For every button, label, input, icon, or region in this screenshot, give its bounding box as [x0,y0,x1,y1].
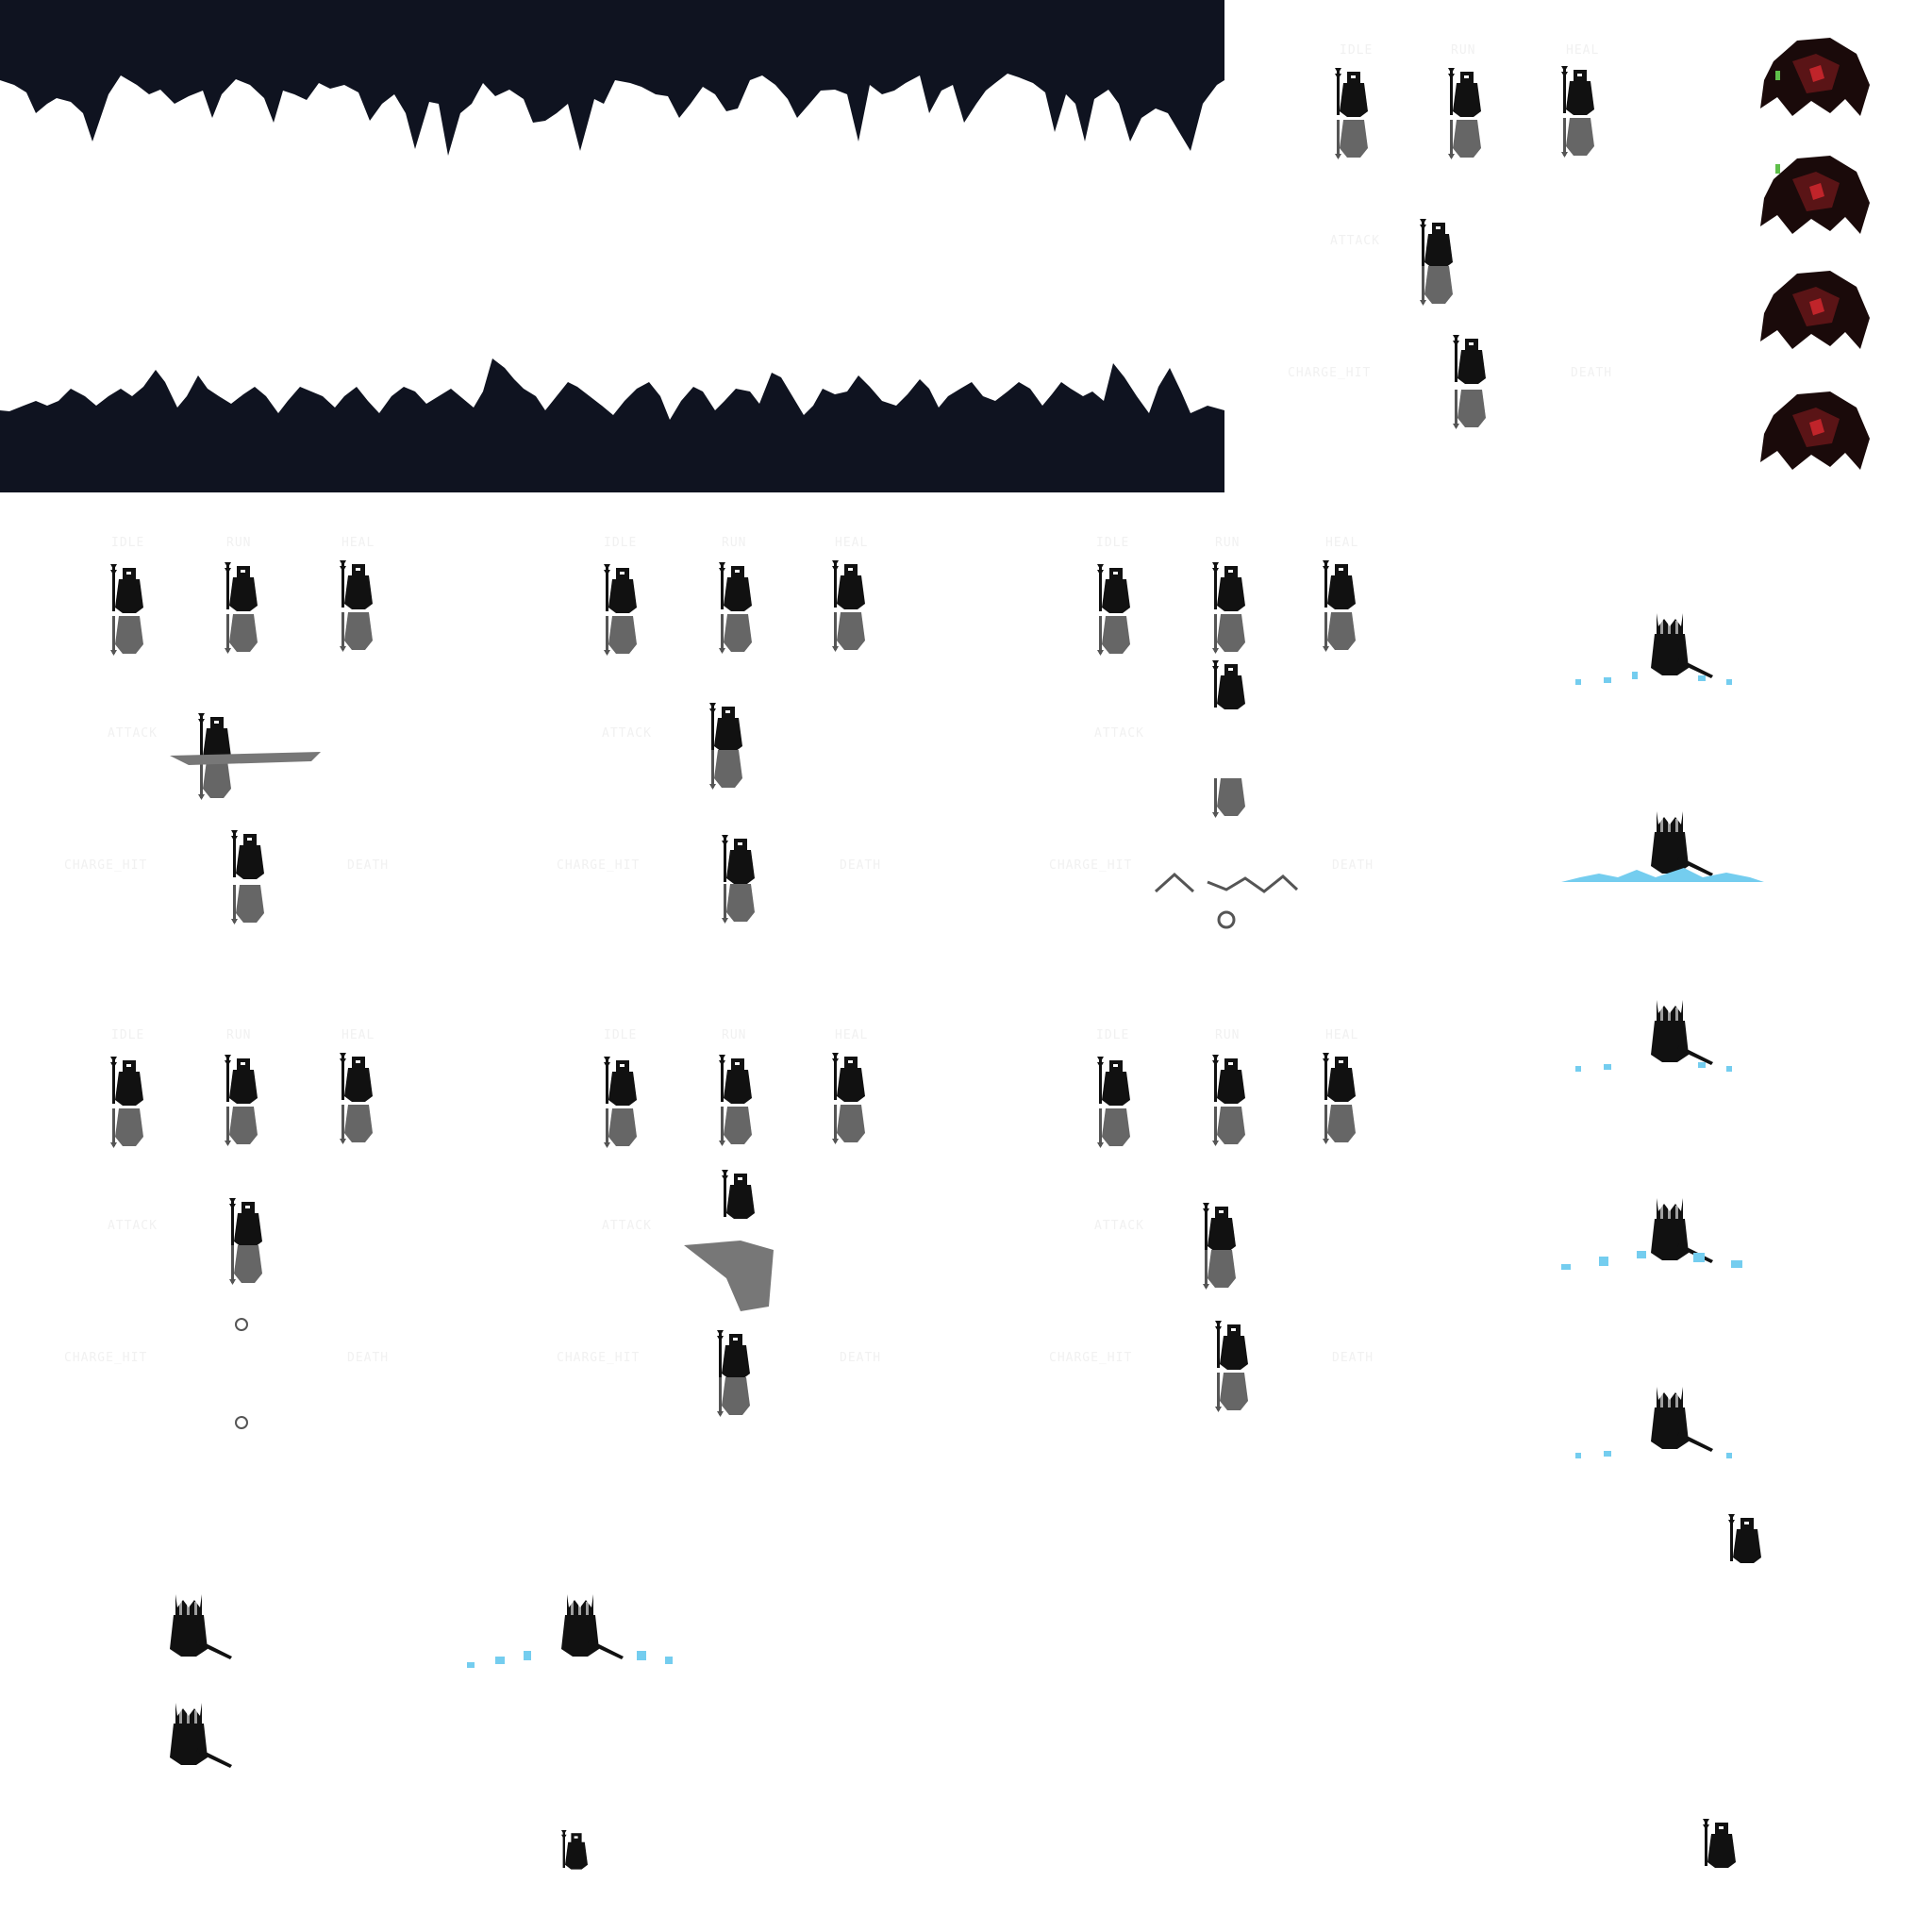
run-sprite [719,1055,752,1146]
cave-background [0,0,1224,492]
label-attack: ATTACK [1094,1219,1144,1233]
label-run: RUN [1215,1028,1241,1042]
run-sprite [225,562,258,654]
label-idle: IDLE [604,1028,638,1042]
king-ice-frame-1 [1575,613,1732,685]
heal-sprite [1561,66,1594,158]
label-death: DEATH [1571,366,1613,380]
attack-sprite [709,703,742,790]
label-attack: ATTACK [602,726,652,741]
label-attack: ATTACK [1330,234,1380,248]
label-charge-hit: CHARGE_HIT [557,858,641,873]
run-sprite [1448,68,1481,159]
label-attack: ATTACK [108,1219,158,1233]
label-attack: ATTACK [1094,726,1144,741]
heal-sprite [832,560,865,652]
label-run: RUN [1215,536,1241,550]
label-heal: HEAL [835,1028,869,1042]
king-ice-frame-2 [1561,811,1764,882]
label-idle: IDLE [1340,43,1374,58]
label-death: DEATH [1332,1351,1374,1365]
label-charge-hit: CHARGE_HIT [1049,858,1133,873]
attack-shadow [1212,778,1245,818]
label-attack: ATTACK [108,726,158,741]
attack-sprite [722,1170,755,1219]
cave-ceiling [0,0,1224,156]
run-sprite [225,1055,258,1146]
attack-sprite [229,1198,262,1285]
label-idle: IDLE [1096,1028,1130,1042]
death-effect [1154,872,1299,929]
label-idle: IDLE [604,536,638,550]
attack-sprite [1203,1203,1236,1290]
label-heal: HEAL [1325,536,1359,550]
label-charge-hit: CHARGE_HIT [1288,366,1372,380]
cave-floor [0,358,1224,492]
reaper-small-sprite [561,1830,588,1870]
idle-sprite [1097,564,1130,656]
label-idle: IDLE [1096,536,1130,550]
skull-icon [235,1416,248,1429]
charge-hit-sprite [231,830,264,924]
boss-frame-2 [1760,156,1870,234]
label-charge-hit: CHARGE_HIT [64,1351,148,1365]
king-sprite [170,1594,232,1659]
king-ice-sprite [467,1594,673,1668]
label-run: RUN [722,1028,747,1042]
label-heal: HEAL [835,536,869,550]
label-idle: IDLE [111,536,145,550]
idle-sprite [1097,1057,1130,1148]
idle-sprite [604,564,637,656]
charge-hit-sprite [1453,335,1486,429]
heal-sprite [1323,1053,1356,1144]
label-run: RUN [226,536,252,550]
label-run: RUN [722,536,747,550]
run-sprite [719,562,752,654]
label-heal: HEAL [1325,1028,1359,1042]
heal-sprite [832,1053,865,1144]
label-idle: IDLE [111,1028,145,1042]
label-death: DEATH [840,1351,882,1365]
charge-hit-sprite [722,835,755,924]
heal-sprite [1323,560,1356,652]
label-death: DEATH [840,858,882,873]
king-sprite [170,1703,232,1768]
label-charge-hit: CHARGE_HIT [1049,1351,1133,1365]
king-ice-frame-4 [1561,1198,1742,1270]
label-heal: HEAL [341,536,375,550]
idle-sprite [110,1057,143,1148]
idle-sprite [110,564,143,656]
charge-hit-sprite [717,1330,750,1417]
label-death: DEATH [347,1351,390,1365]
charge-hit-sprite [1215,1321,1248,1412]
boss-frame-3 [1760,271,1870,349]
label-heal: HEAL [341,1028,375,1042]
run-sprite [1212,1055,1245,1146]
idle-sprite [1335,68,1368,159]
attack-sprite [1212,660,1245,709]
label-run: RUN [1451,43,1476,58]
label-attack: ATTACK [602,1219,652,1233]
boss-frame-4 [1760,391,1870,470]
attack-slash-effect [170,752,321,765]
reaper-small-sprite [1728,1514,1761,1563]
label-death: DEATH [347,858,390,873]
king-ice-frame-3 [1575,1000,1732,1072]
skull-icon [235,1318,248,1331]
label-death: DEATH [1332,858,1374,873]
heal-sprite [340,1053,373,1144]
label-run: RUN [226,1028,252,1042]
king-ice-frame-5 [1575,1387,1732,1458]
reaper-small-sprite [1703,1819,1736,1868]
idle-sprite [604,1057,637,1148]
attack-cape-effect [684,1241,774,1311]
heal-sprite [340,560,373,652]
label-charge-hit: CHARGE_HIT [64,858,148,873]
label-charge-hit: CHARGE_HIT [557,1351,641,1365]
attack-sprite [1420,219,1453,306]
boss-frame-1 [1760,38,1870,116]
run-sprite [1212,562,1245,654]
label-heal: HEAL [1566,43,1600,58]
